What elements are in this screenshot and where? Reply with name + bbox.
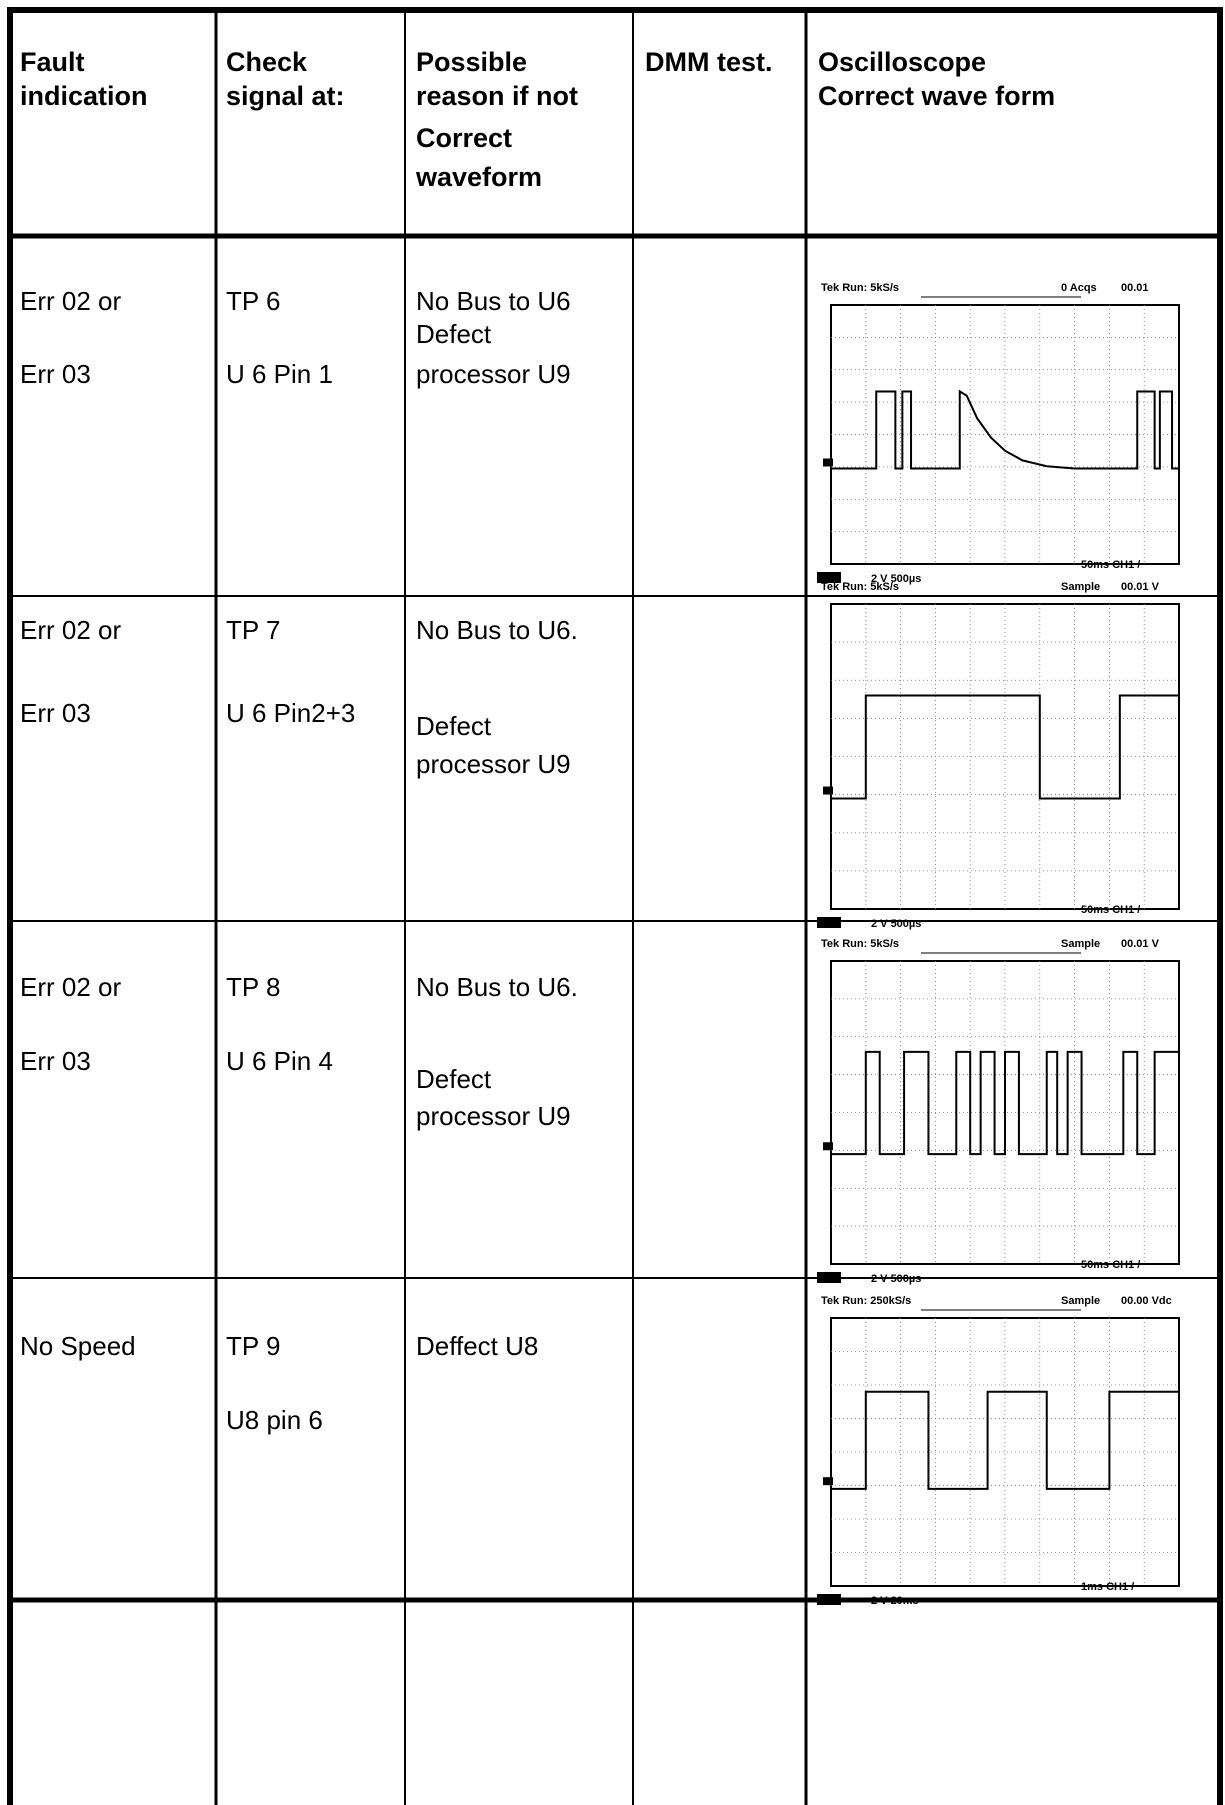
scope-label: Tek Run: 5kS/s xyxy=(821,581,899,593)
reason-text: Defect xyxy=(416,319,492,349)
header-text: Check xyxy=(226,47,308,77)
header-text: Correct xyxy=(416,123,512,153)
header-text: Oscilloscope xyxy=(818,47,986,77)
scope-label: 2 V 500µs xyxy=(871,1273,921,1285)
header-text: signal at: xyxy=(226,81,345,111)
scope-label: Sample xyxy=(1061,938,1100,950)
scope-label: 50ms CH1 / xyxy=(1081,904,1140,916)
scope-label-box xyxy=(817,917,841,928)
oscilloscope: Tek Run: 5kS/s Sample 00.01 V 2 V 500µs 50ms… xyxy=(817,581,1179,930)
fault-text: Err 02 or xyxy=(20,615,121,645)
outer-border xyxy=(10,10,1220,1805)
ch-marker xyxy=(823,458,833,466)
fault-text: Err 02 or xyxy=(20,286,121,316)
scope-label: 00.01 V xyxy=(1121,581,1160,593)
scope-label: 00.00 Vdc xyxy=(1121,1295,1172,1307)
oscilloscope: Tek Run: 250kS/s Sample 00.00 Vdc 2 V 20ms 1… xyxy=(817,1295,1179,1607)
check-text: TP 7 xyxy=(226,615,280,645)
header-text: indication xyxy=(20,81,148,111)
header-text: DMM test. xyxy=(645,47,773,77)
scope-label: Sample xyxy=(1061,1295,1100,1307)
scope-label: 2 V 500µs xyxy=(871,918,921,930)
header-text: Fault xyxy=(20,47,85,77)
oscilloscope: Tek Run: 5kS/s Sample 00.01 V 2 V 500µs 50ms… xyxy=(817,938,1179,1285)
scope-label: 0 Acqs xyxy=(1061,282,1097,294)
fault-text: No Speed xyxy=(20,1331,136,1361)
fault-text: Err 02 or xyxy=(20,972,121,1002)
fault-text: Err 03 xyxy=(20,698,91,728)
scope-label: Tek Run: 250kS/s xyxy=(821,1295,911,1307)
check-text: U 6 Pin 4 xyxy=(226,1046,333,1076)
reason-text: No Bus to U6. xyxy=(416,615,578,645)
check-text: U8 pin 6 xyxy=(226,1405,323,1435)
table-lines xyxy=(10,10,1220,1805)
check-text: TP 8 xyxy=(226,972,280,1002)
scope-label-box xyxy=(817,1272,841,1283)
scope-label: 00.01 V xyxy=(1121,938,1160,950)
check-text: U 6 Pin 1 xyxy=(226,359,333,389)
scope-label: Sample xyxy=(1061,581,1100,593)
document: Fault indication Check signal at: Possible re… xyxy=(0,0,1225,1805)
scope-label: 1ms CH1 / xyxy=(1081,1581,1134,1593)
check-text: TP 6 xyxy=(226,286,280,316)
reason-text: No Bus to U6. xyxy=(416,972,578,1002)
scope-label: 50ms CH1 / xyxy=(1081,1259,1140,1271)
scope-label: 00.01 xyxy=(1121,282,1149,294)
reason-text: Deffect U8 xyxy=(416,1331,538,1361)
reason-text: No Bus to U6 xyxy=(416,286,571,316)
header-text: waveform xyxy=(415,162,542,192)
waveform xyxy=(831,696,1179,799)
ch-marker xyxy=(823,787,833,795)
page: Fault indication Check signal at: Possible re… xyxy=(0,0,1225,1805)
fault-text: Err 03 xyxy=(20,359,91,389)
scope-label: Tek Run: 5kS/s xyxy=(821,938,899,950)
reason-text: processor U9 xyxy=(416,749,571,779)
scope-label-box xyxy=(817,1594,841,1605)
ch-marker xyxy=(823,1477,833,1485)
reason-text: processor U9 xyxy=(416,1101,571,1131)
scope-label: Tek Run: 5kS/s xyxy=(821,282,899,294)
header-text: reason if not xyxy=(416,81,578,111)
header-text: Correct wave form xyxy=(818,81,1055,111)
reason-text: processor U9 xyxy=(416,359,571,389)
check-text: TP 9 xyxy=(226,1331,280,1361)
ch-marker xyxy=(823,1142,833,1150)
scope-label: 50ms CH1 / xyxy=(1081,559,1140,571)
header-text: Possible xyxy=(416,47,527,77)
check-text: U 6 Pin2+3 xyxy=(226,698,355,728)
reason-text: Defect xyxy=(416,711,492,741)
waveform xyxy=(831,1052,1179,1154)
reason-text: Defect xyxy=(416,1064,492,1094)
fault-text: Err 03 xyxy=(20,1046,91,1076)
scope-label: 2 V 20ms xyxy=(871,1595,919,1607)
